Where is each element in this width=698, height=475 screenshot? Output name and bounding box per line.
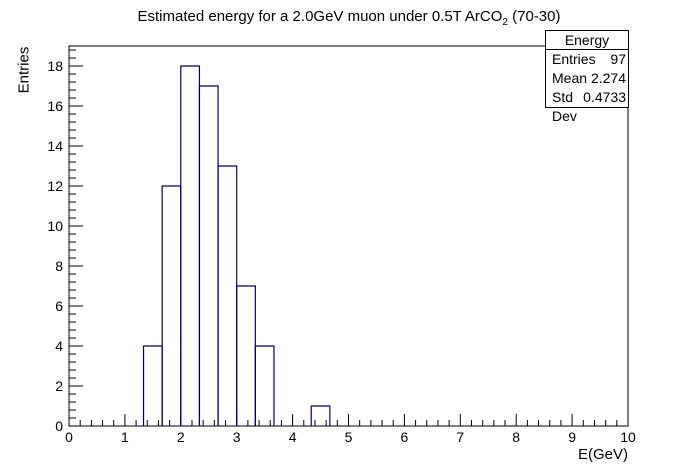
- histogram-bin: [254, 345, 275, 426]
- y-tick-label: 12: [47, 178, 63, 194]
- stats-entries-row: Entries 97: [552, 51, 626, 67]
- y-tick-label: 8: [55, 258, 63, 274]
- histogram-bin: [310, 405, 331, 426]
- histogram-bin: [236, 285, 256, 426]
- y-tick-label: 2: [55, 378, 63, 394]
- histogram-bin: [142, 345, 163, 426]
- x-tick-label: 3: [233, 429, 241, 445]
- x-tick-label: 1: [121, 429, 129, 445]
- x-tick-label: 2: [177, 429, 185, 445]
- stats-box-title: Energy: [546, 31, 628, 50]
- x-tick-label: 8: [512, 429, 520, 445]
- x-tick-label: 4: [289, 429, 297, 445]
- x-tick-label: 9: [568, 429, 576, 445]
- y-axis-label: Entries: [15, 46, 33, 94]
- histogram-bin: [198, 85, 219, 426]
- y-tick-label: 14: [47, 138, 63, 154]
- x-tick-label: 0: [65, 429, 73, 445]
- y-tick-label: 6: [55, 298, 63, 314]
- stats-stddev-row: Std Dev 0.4733: [552, 89, 626, 124]
- x-tick-label: 10: [620, 429, 636, 445]
- x-tick-label: 7: [456, 429, 464, 445]
- y-tick-label: 4: [55, 338, 63, 354]
- histogram-bin: [180, 65, 201, 426]
- y-tick-label: 0: [55, 418, 63, 434]
- x-axis-label: E(GeV): [577, 446, 628, 463]
- x-tick-label: 5: [345, 429, 353, 445]
- stats-mean-row: Mean 2.274: [552, 70, 626, 86]
- y-tick-label: 16: [47, 98, 63, 114]
- chart-title: Estimated energy for a 2.0GeV muon under…: [137, 8, 561, 28]
- histogram-bin: [161, 185, 182, 426]
- y-tick-label: 18: [47, 58, 63, 74]
- x-tick-label: 6: [401, 429, 409, 445]
- histogram-bin: [217, 165, 238, 426]
- stats-box: Energy Entries 97 Mean 2.274 Std Dev 0.4733: [545, 30, 629, 124]
- y-tick-label: 10: [47, 218, 63, 234]
